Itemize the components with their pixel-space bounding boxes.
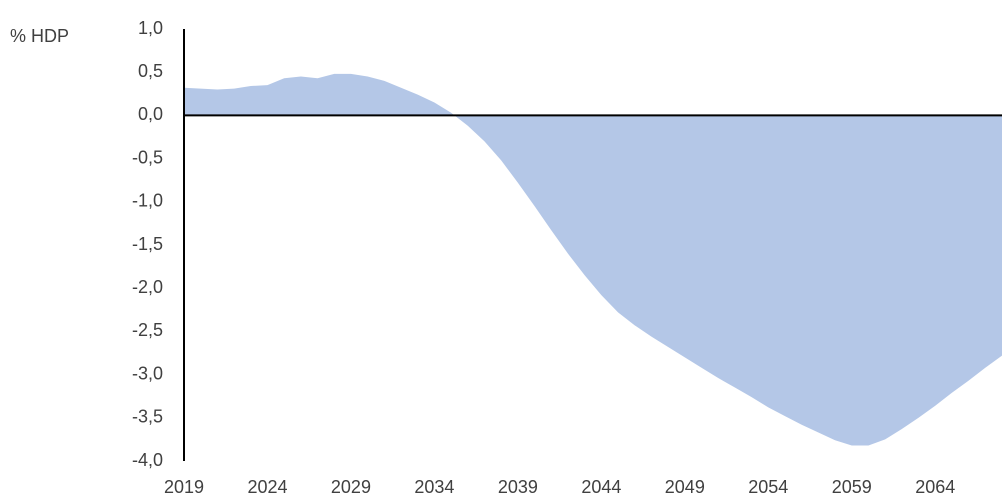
- y-axis-label: % HDP: [10, 26, 69, 46]
- y-tick-label: 0,5: [138, 61, 163, 81]
- y-tick-label: -1,0: [132, 191, 163, 211]
- x-tick-label: 2044: [581, 477, 621, 497]
- y-tick-label: -3,0: [132, 363, 163, 383]
- x-tick-label: 2059: [832, 477, 872, 497]
- y-tick-label: -1,5: [132, 234, 163, 254]
- y-tick-label: 0,0: [138, 104, 163, 124]
- y-tick-label: -0,5: [132, 147, 163, 167]
- x-tick-label: 2034: [414, 477, 454, 497]
- y-tick-label: -4,0: [132, 450, 163, 470]
- x-tick-label: 2024: [247, 477, 287, 497]
- x-tick-label: 2064: [915, 477, 955, 497]
- x-tick-label: 2049: [665, 477, 705, 497]
- x-tick-label: 2019: [164, 477, 204, 497]
- y-tick-label: -2,5: [132, 320, 163, 340]
- area: [184, 73, 1002, 446]
- y-tick-label: -3,5: [132, 407, 163, 427]
- y-tick-label: -2,0: [132, 277, 163, 297]
- x-tick-label: 2029: [331, 477, 371, 497]
- x-tick-label: 2039: [498, 477, 538, 497]
- x-tick-label: 2054: [748, 477, 788, 497]
- y-tick-label: 1,0: [138, 18, 163, 38]
